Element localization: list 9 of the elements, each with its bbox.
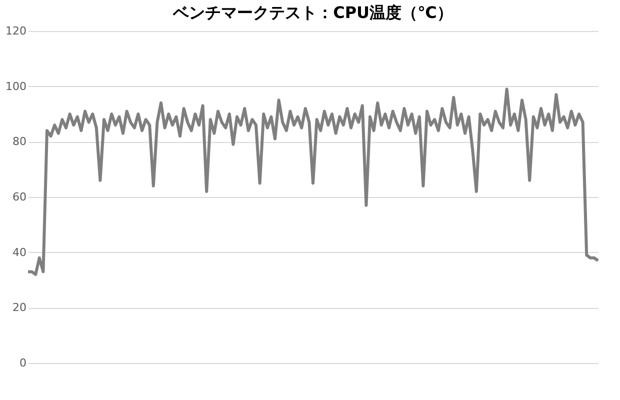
y-tick-label: 120 — [6, 24, 26, 38]
y-tick-label: 60 — [12, 190, 26, 204]
y-tick-label: 40 — [12, 246, 26, 259]
y-tick-label: 80 — [12, 135, 26, 148]
y-tick-label: 20 — [12, 301, 26, 314]
chart-title: ベンチマークテスト：CPU温度（℃） — [172, 3, 453, 22]
y-tick-label: 0 — [20, 356, 26, 370]
line-series — [26, 88, 600, 276]
y-tick-label: 100 — [6, 80, 26, 93]
